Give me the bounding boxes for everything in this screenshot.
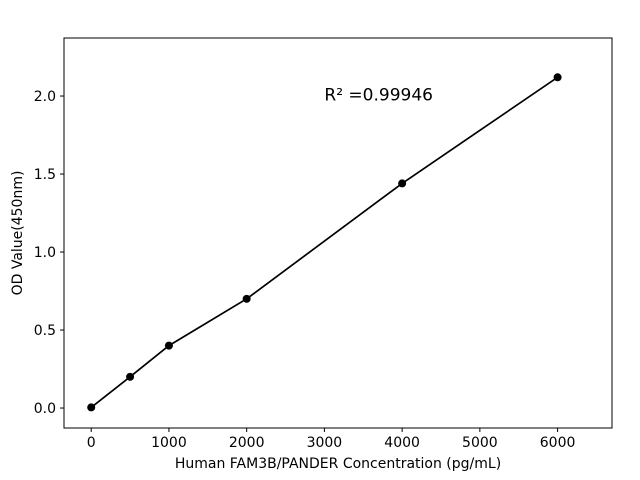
y-tick-label: 1.5 — [34, 167, 56, 183]
y-tick-label: 2.0 — [34, 89, 56, 105]
plot-area-border — [63, 37, 613, 429]
x-tick-label: 0 — [87, 435, 96, 451]
x-tick-label: 4000 — [384, 435, 420, 451]
r-squared-annotation: R² =0.99946 — [324, 86, 433, 106]
x-tick-label: 1000 — [151, 435, 187, 451]
y-axis-label: OD Value(450nm) — [10, 171, 26, 296]
x-tick-label: 2000 — [229, 435, 265, 451]
x-axis-label: Human FAM3B/PANDER Concentration (pg/mL) — [175, 456, 501, 472]
x-tick-label: 5000 — [462, 435, 498, 451]
x-tick-label: 3000 — [307, 435, 343, 451]
y-tick-label: 0.0 — [34, 401, 56, 417]
y-tick-label: 1.0 — [34, 245, 56, 261]
x-tick-label: 6000 — [540, 435, 576, 451]
y-tick-label: 0.5 — [34, 323, 56, 339]
trend-line — [90, 76, 559, 409]
